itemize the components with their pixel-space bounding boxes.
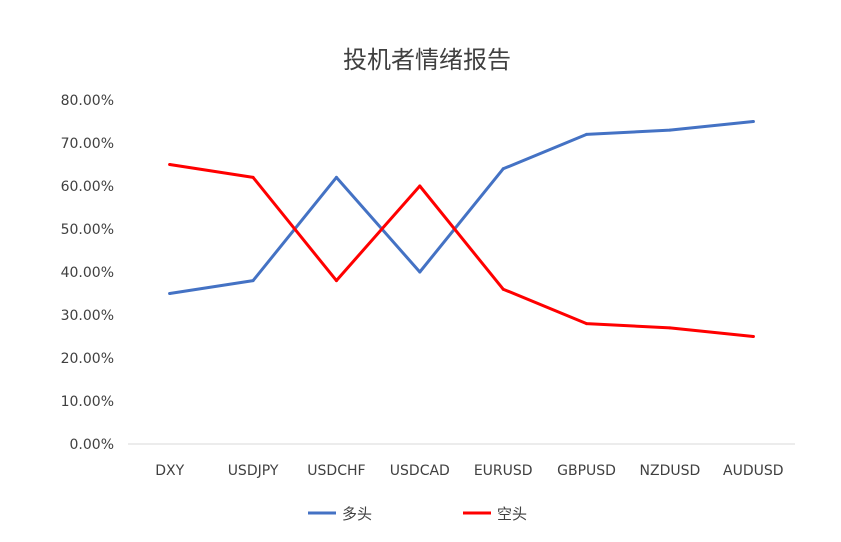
y-tick-label: 10.00% xyxy=(61,394,114,410)
legend-item[interactable]: 多头 xyxy=(308,505,372,523)
x-tick-label: NZDUSD xyxy=(640,463,701,479)
chart-title: 投机者情绪报告 xyxy=(343,46,511,74)
y-tick-label: 70.00% xyxy=(61,136,114,152)
x-tick-label: USDJPY xyxy=(228,463,279,479)
series-line-short xyxy=(168,163,755,338)
data-point xyxy=(585,132,589,136)
legend-label: 空头 xyxy=(497,505,527,523)
data-point xyxy=(751,335,755,338)
data-point xyxy=(668,128,672,132)
data-point xyxy=(168,163,172,166)
y-tick-label: 60.00% xyxy=(61,179,114,195)
y-axis-ticks: 0.00% 10.00% 20.00% 30.00% 40.00% 50.00% 60.00… xyxy=(61,93,114,453)
data-point xyxy=(418,270,422,274)
series-line-long xyxy=(168,120,755,295)
data-point xyxy=(334,279,338,283)
legend-label: 多头 xyxy=(342,505,372,523)
data-point xyxy=(168,292,172,295)
y-tick-label: 80.00% xyxy=(61,93,114,109)
y-tick-label: 50.00% xyxy=(61,222,114,238)
data-point xyxy=(501,167,505,171)
x-tick-label: DXY xyxy=(155,463,184,479)
y-tick-label: 40.00% xyxy=(61,265,114,281)
legend[interactable]: 多头 空头 xyxy=(308,505,527,523)
x-tick-label: EURUSD xyxy=(474,463,533,479)
data-point xyxy=(751,120,755,123)
y-tick-label: 20.00% xyxy=(61,351,114,367)
x-tick-label: USDCAD xyxy=(390,463,450,479)
x-tick-label: USDCHF xyxy=(307,463,365,479)
x-tick-label: AUDUSD xyxy=(723,463,784,479)
x-tick-label: GBPUSD xyxy=(557,463,616,479)
y-tick-label: 0.00% xyxy=(70,437,114,453)
data-point xyxy=(585,322,589,326)
data-point xyxy=(251,279,255,283)
series-lines xyxy=(168,120,755,338)
data-point xyxy=(251,175,255,179)
data-point xyxy=(334,175,338,179)
legend-item[interactable]: 空头 xyxy=(463,505,527,523)
data-point xyxy=(418,184,422,188)
data-point xyxy=(668,326,672,330)
data-point xyxy=(501,287,505,291)
x-axis-ticks: DXY USDJPY USDCHF USDCAD EURUSD GBPUSD NZDUSD A… xyxy=(155,463,783,479)
y-tick-label: 30.00% xyxy=(61,308,114,324)
